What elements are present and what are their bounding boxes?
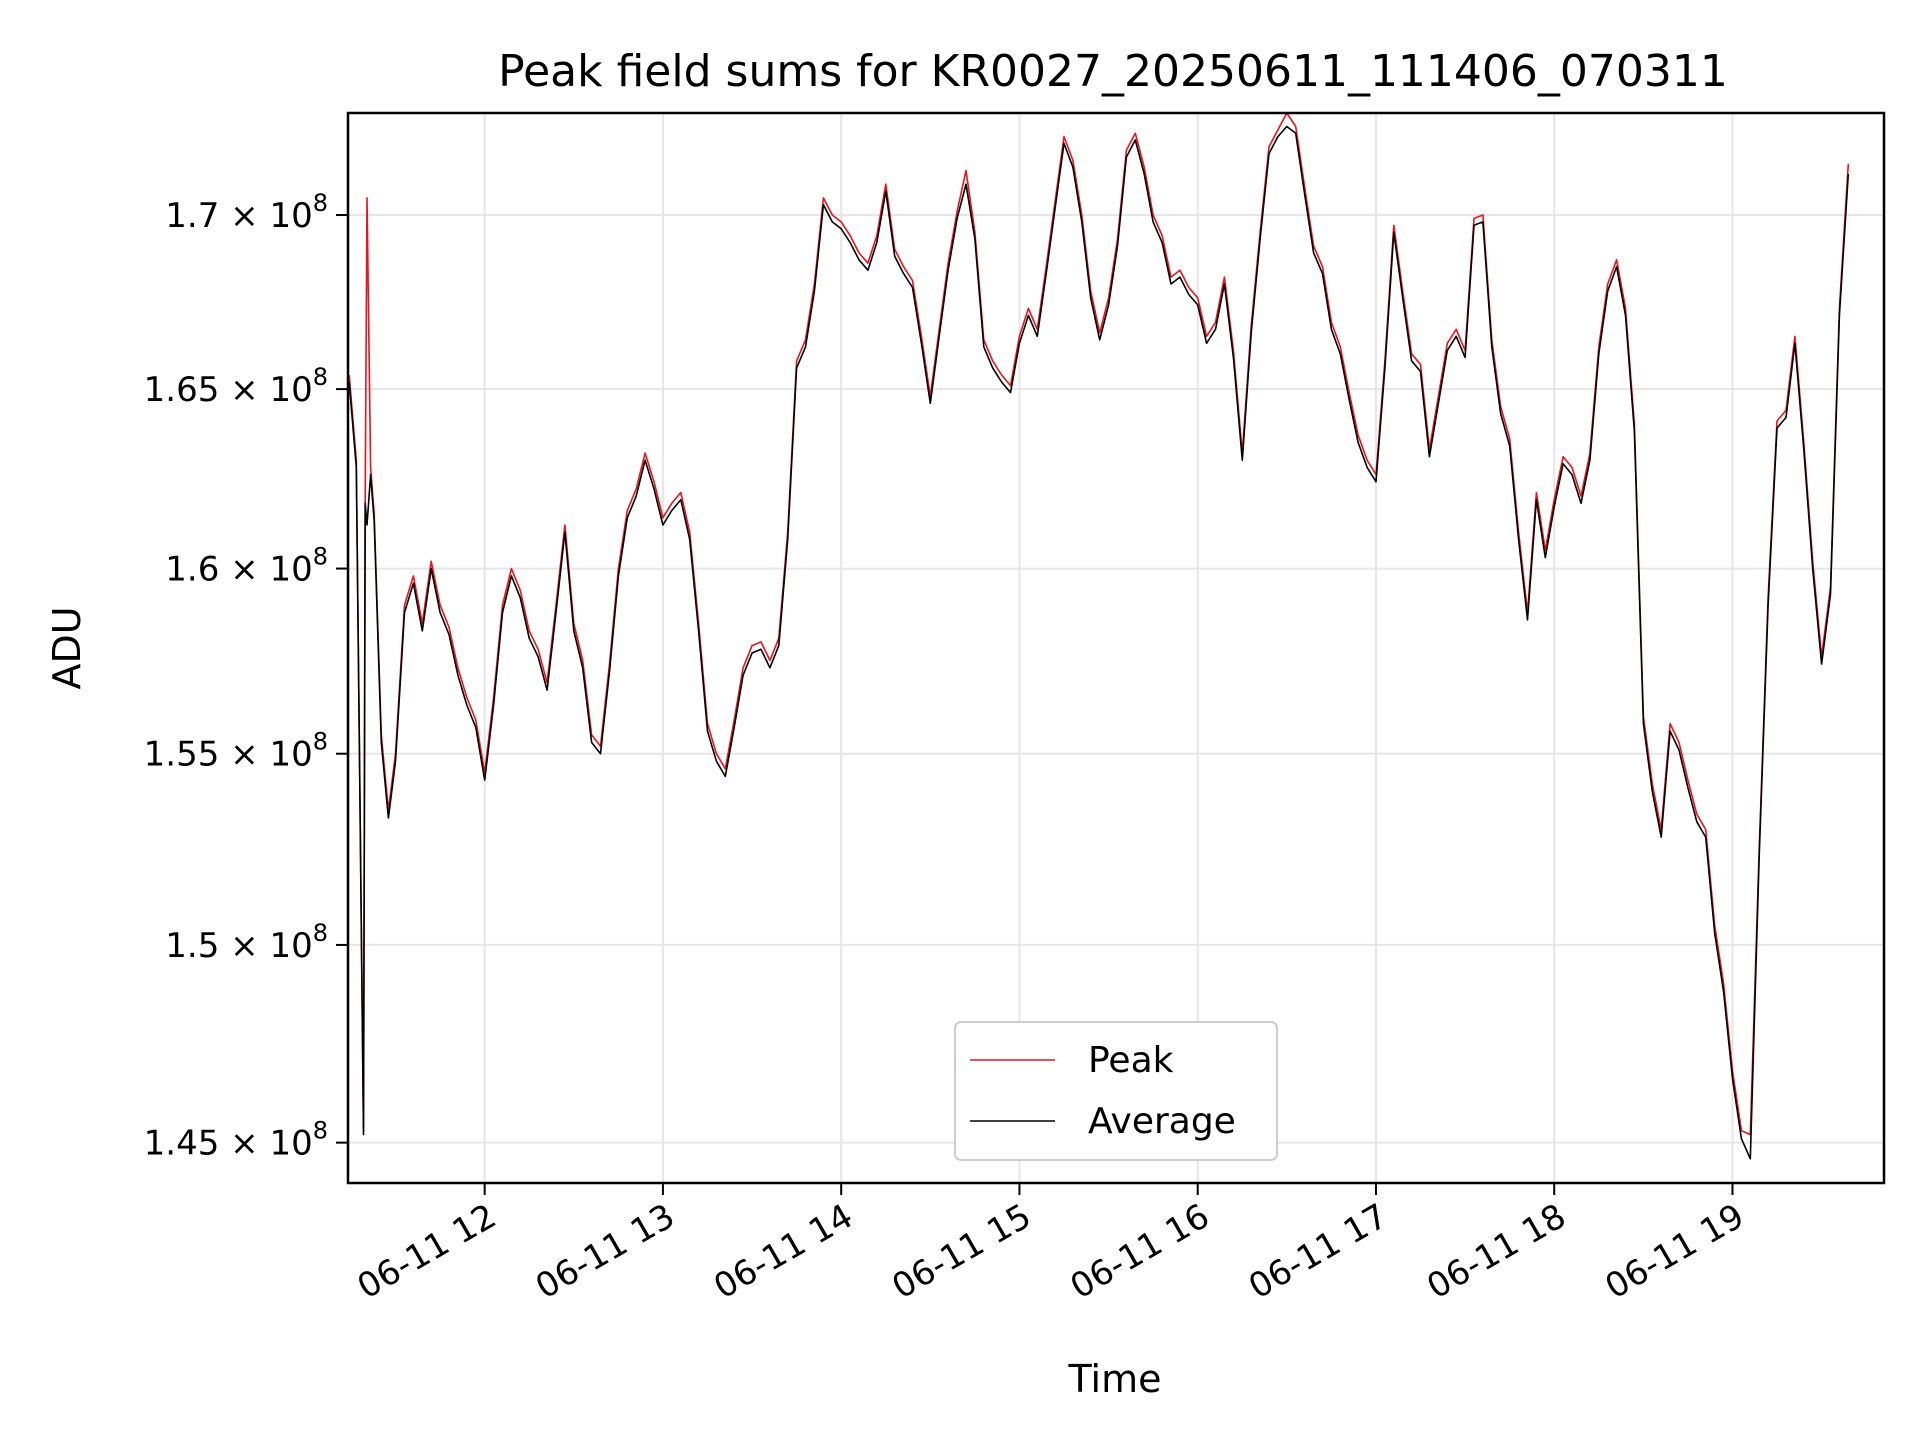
x-axis-label: Time [1068, 1357, 1162, 1401]
x-tick-label: 06-11 19 [1599, 1196, 1751, 1307]
x-tick-label: 06-11 16 [1064, 1196, 1216, 1307]
series-line-average [348, 125, 1850, 1160]
y-axis-label: ADU [45, 606, 89, 689]
y-tick-exponent: 8 [313, 189, 328, 217]
y-tick-label: 1.6 × 108 [165, 543, 328, 590]
y-tick-mantissa: 1.55 × 10 [144, 735, 313, 775]
chart-title: Peak field sums for KR0027_20250611_1114… [498, 46, 1728, 97]
x-tick-label: 06-11 18 [1420, 1196, 1572, 1307]
y-tick-label: 1.55 × 108 [144, 728, 328, 775]
y-tick-exponent: 8 [313, 1117, 328, 1145]
legend: Peak Average [954, 1021, 1278, 1161]
x-tick-label: 06-11 15 [886, 1196, 1038, 1307]
y-tick-mantissa: 1.6 × 10 [165, 550, 312, 590]
y-tick-exponent: 8 [313, 728, 328, 756]
y-tick-exponent: 8 [313, 919, 328, 947]
series-line-peak [348, 112, 1850, 1136]
y-tick-label: 1.7 × 108 [165, 189, 328, 236]
y-tick-label: 1.5 × 108 [165, 919, 328, 966]
legend-label-peak: Peak [1088, 1040, 1174, 1081]
x-tick-label: 06-11 13 [529, 1196, 681, 1307]
x-tick-label: 06-11 14 [707, 1196, 859, 1307]
x-axis-ticks: 06-11 12 06-11 13 06-11 14 06-11 15 06-11 16… [351, 1183, 1751, 1307]
y-tick-exponent: 8 [313, 543, 328, 571]
y-tick-mantissa: 1.45 × 10 [144, 1124, 313, 1164]
plot-series [348, 112, 1850, 1160]
legend-box [954, 1021, 1278, 1161]
grid-lines [348, 113, 1884, 1183]
y-tick-mantissa: 1.5 × 10 [165, 926, 312, 966]
x-tick-label: 06-11 12 [351, 1196, 503, 1307]
x-tick-label: 06-11 17 [1242, 1196, 1394, 1307]
y-tick-label: 1.65 × 108 [144, 363, 328, 410]
y-tick-label: 1.45 × 108 [144, 1117, 328, 1164]
y-tick-mantissa: 1.7 × 10 [165, 196, 312, 236]
plot-frame [346, 111, 1886, 1185]
y-tick-mantissa: 1.65 × 10 [144, 370, 313, 410]
legend-label-average: Average [1088, 1101, 1236, 1142]
y-tick-exponent: 8 [313, 363, 328, 391]
